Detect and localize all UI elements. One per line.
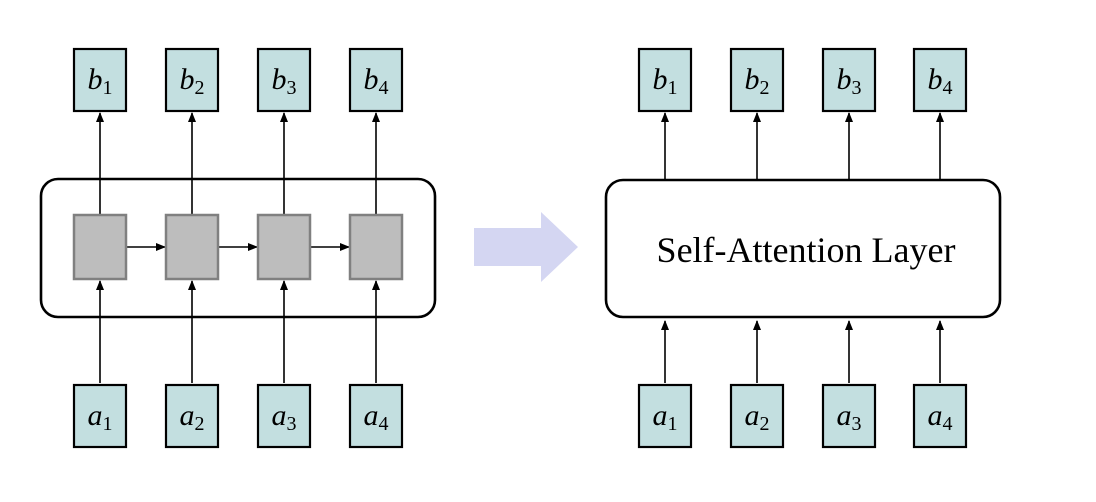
output-index: 4 [943,77,953,99]
rnn-cell [256,213,312,281]
svg-text:b3: b3 [837,63,862,99]
output-symbol: b [88,63,103,96]
output-node: b3 [821,47,877,113]
output-symbol: b [928,63,943,96]
input-index: 2 [195,413,205,435]
input-symbol: a [745,399,760,432]
svg-text:a4: a4 [928,399,953,435]
output-index: 2 [760,77,770,99]
svg-text:b2: b2 [180,63,205,99]
output-node: b4 [348,47,404,113]
output-symbol: b [364,63,379,96]
input-index: 1 [668,413,678,435]
transition-arrow-icon [474,212,578,282]
svg-text:a2: a2 [745,399,770,435]
svg-text:a4: a4 [364,399,389,435]
input-index: 4 [943,413,953,435]
rnn-layer-box [39,177,437,319]
input-symbol: a [364,399,379,432]
svg-text:b4: b4 [364,63,389,99]
self-attention-panel: Self-Attention Layer b1 b2 b3 b4 a1 a2 [604,47,1002,449]
svg-text:b3: b3 [272,63,297,99]
input-node: a2 [729,383,785,449]
input-symbol: a [653,399,668,432]
input-node: a4 [912,383,968,449]
input-symbol: a [180,399,195,432]
output-node: b3 [256,47,312,113]
input-node: a2 [164,383,220,449]
input-symbol: a [837,399,852,432]
output-node: b4 [912,47,968,113]
output-index: 1 [668,77,678,99]
output-node: b2 [729,47,785,113]
input-index: 2 [760,413,770,435]
svg-text:a1: a1 [88,399,113,435]
input-index: 3 [852,413,862,435]
input-symbol: a [88,399,103,432]
input-node: a3 [821,383,877,449]
svg-text:a3: a3 [272,399,297,435]
output-symbol: b [653,63,668,96]
input-symbol: a [928,399,943,432]
svg-text:a2: a2 [180,399,205,435]
output-node: b1 [72,47,128,113]
svg-text:a1: a1 [653,399,678,435]
input-symbol: a [272,399,287,432]
input-node: a1 [72,383,128,449]
output-symbol: b [272,63,287,96]
input-index: 4 [379,413,389,435]
rnn-cell [348,213,404,281]
svg-text:a3: a3 [837,399,862,435]
output-index: 3 [852,77,862,99]
rnn-cell [164,213,220,281]
output-node: b2 [164,47,220,113]
svg-text:b4: b4 [928,63,953,99]
input-index: 1 [103,413,113,435]
output-index: 3 [287,77,297,99]
output-symbol: b [837,63,852,96]
output-index: 4 [379,77,389,99]
output-node: b1 [637,47,693,113]
self-attention-layer-label: Self-Attention Layer [657,230,956,270]
input-index: 3 [287,413,297,435]
self-attention-layer-box [604,178,1002,319]
input-node: a1 [637,383,693,449]
rnn-cell [72,213,128,281]
input-node: a3 [256,383,312,449]
svg-text:b1: b1 [653,63,678,99]
svg-text:b2: b2 [745,63,770,99]
output-index: 1 [103,77,113,99]
svg-text:b1: b1 [88,63,113,99]
input-node: a4 [348,383,404,449]
output-symbol: b [180,63,195,96]
rnn-panel: b1 b2 b3 b4 a1 a2 a3 a4 [39,47,437,449]
output-symbol: b [745,63,760,96]
output-index: 2 [195,77,205,99]
